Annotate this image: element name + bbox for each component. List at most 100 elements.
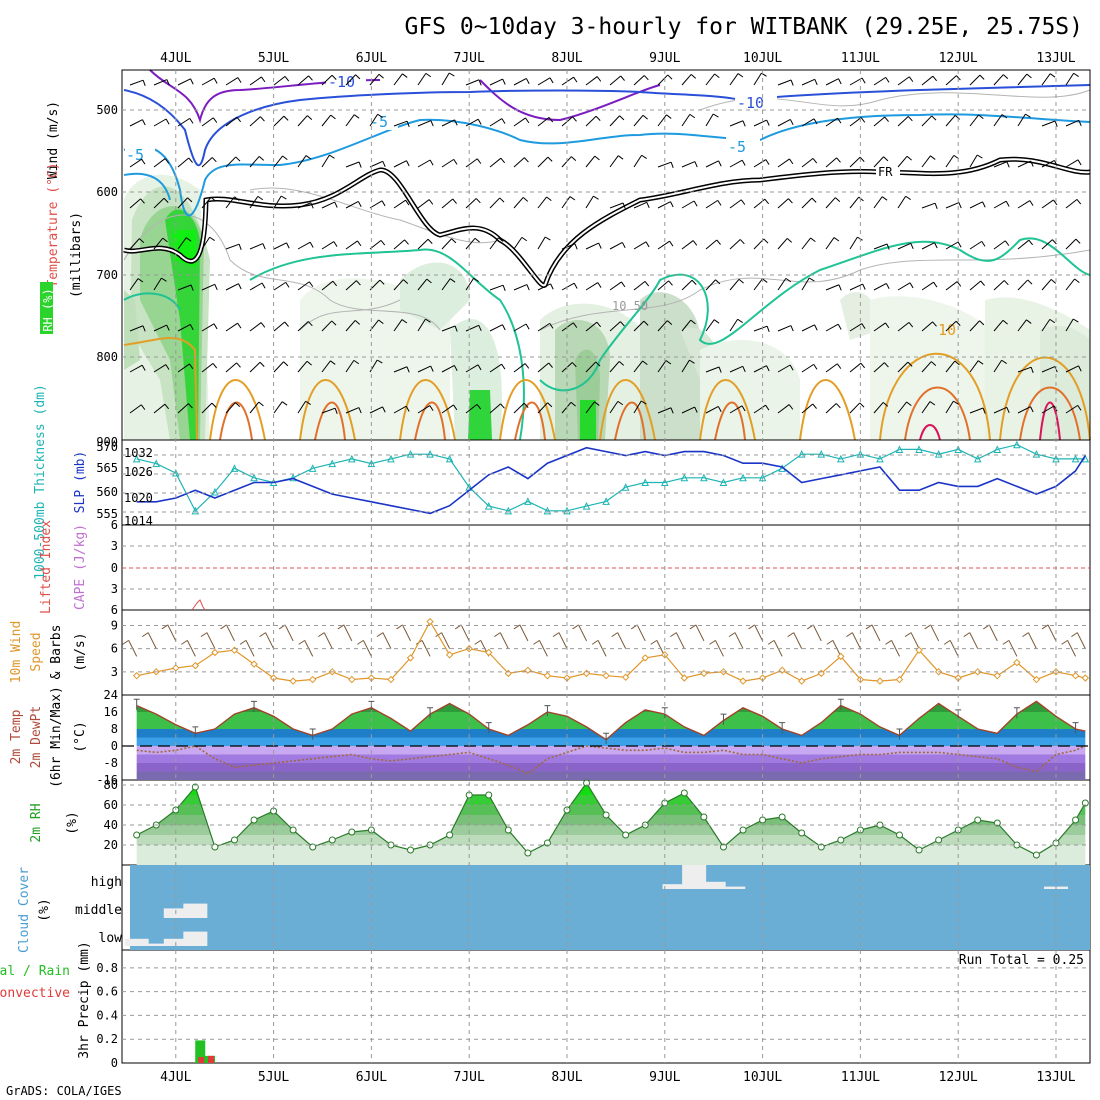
wind-barb [513, 157, 525, 168]
thickness-point [954, 445, 962, 453]
legend-wind10-speed: Speed [29, 632, 44, 671]
cloud-cover-panel [124, 865, 1090, 950]
wind10m-panel [122, 617, 1090, 685]
rh-band [136, 825, 1086, 835]
wind-barb-flag [425, 318, 431, 323]
wind10-barb [362, 640, 372, 657]
rh2m-point [446, 831, 454, 839]
bottom-date-9JUL: 9JUL [649, 1070, 680, 1085]
wind10-point [445, 651, 454, 659]
wind-barb [537, 196, 548, 209]
wind-barb-flag [305, 400, 311, 405]
wind-barb [177, 403, 189, 414]
wind-barb [225, 362, 237, 373]
wind-barb-flag [141, 158, 146, 165]
wind-barb-flag [355, 74, 361, 80]
thickness-point [719, 478, 728, 486]
rh-ytick: 40 [104, 818, 118, 832]
wind-barb [345, 114, 355, 127]
wind-barb [633, 360, 644, 373]
wind-barb-flag [789, 119, 794, 125]
temp2m-line [136, 700, 1086, 741]
wind-barb-flag [257, 195, 264, 201]
thickness-point [621, 483, 630, 491]
wind-barb-flag [666, 114, 672, 119]
wind-barb-flag [977, 360, 984, 365]
wind-barb-flag [619, 115, 625, 121]
wind-barb-flag [454, 325, 458, 332]
wind-barb-flag [406, 366, 410, 373]
wind-barb [873, 116, 886, 127]
wind-barb [297, 360, 308, 373]
wind-barb [681, 319, 692, 332]
wind-barb-flag [1030, 160, 1034, 167]
temp-band [136, 763, 1086, 772]
wind-barb [129, 119, 143, 127]
wind-barb-flag [1053, 160, 1058, 166]
wind10-barb-flag [376, 632, 384, 638]
wind-barb-flag [453, 404, 458, 411]
wind-barb-flag [713, 319, 720, 324]
temp-band [136, 737, 1086, 746]
wind-barb-flag [956, 281, 962, 287]
wind10-barb-flag [141, 632, 149, 638]
wind-barb-flag [741, 159, 746, 166]
wind-barb-flag [596, 321, 602, 328]
wind-barb-flag [884, 116, 889, 122]
cloud-bar-low [183, 931, 208, 946]
wind-barb-flag [883, 156, 889, 162]
wind-barb-flag [161, 277, 167, 282]
wind10-point [974, 668, 982, 676]
wind10-barb-flag [337, 624, 345, 630]
wind10-barb-flag [533, 639, 540, 645]
wind-barb [249, 76, 262, 86]
wind-barb [729, 278, 740, 291]
thickness-point [700, 473, 708, 482]
wind-barb-flag [309, 241, 314, 248]
wind-barb-flag [665, 360, 672, 365]
wind-barb-flag [980, 280, 985, 286]
wind-barb [465, 118, 479, 127]
rh2m-point [485, 791, 493, 799]
wind-barb [489, 284, 504, 291]
thickness-point [308, 464, 317, 472]
cloud-bar-low [124, 938, 149, 946]
wind-barb-flag [810, 237, 816, 243]
wind-barb [369, 406, 383, 414]
temp-ytick: -8 [104, 756, 118, 770]
wind-barb [1017, 319, 1027, 332]
wind-barb-flag [1026, 73, 1032, 79]
rh2m-point [739, 826, 747, 834]
wind-barb [585, 242, 599, 250]
wind-barb [609, 75, 622, 86]
wind-barb [921, 202, 936, 209]
wind-barb [201, 362, 214, 373]
wind-barb [489, 78, 503, 86]
wind-barb-flag [957, 241, 962, 248]
wind-barb [633, 320, 645, 332]
wind-barb-flag [670, 201, 674, 208]
wind-barb-flag [188, 403, 193, 409]
wind-barb-flag [1006, 407, 1010, 413]
thickness-point [1071, 454, 1080, 463]
wind-barb-flag [812, 403, 817, 409]
wind10-point [191, 661, 200, 670]
wind-barb [249, 322, 262, 332]
wind-barb [321, 154, 330, 168]
wind-barb [945, 75, 957, 86]
wind-barb-flag [476, 404, 482, 410]
wind-barb-flag [737, 73, 744, 78]
wind-barb-flag [813, 118, 818, 125]
wind-barb [873, 402, 884, 414]
wind-barb-flag [859, 402, 865, 408]
wind-barb [945, 241, 959, 250]
wind-barb-flag [1050, 279, 1057, 284]
wind-barb [417, 73, 427, 86]
wind-barb [489, 118, 503, 127]
bottom-date-12JUL: 12JUL [939, 1070, 978, 1085]
wind-barb-flag [932, 75, 938, 82]
wind10-barb-flag [474, 639, 482, 645]
wind-barb [369, 113, 379, 127]
wind-barb [345, 407, 360, 414]
wind-barb [897, 321, 910, 332]
